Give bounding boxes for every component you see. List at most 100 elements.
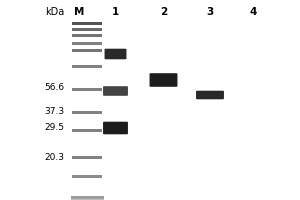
Bar (70, 198, 104, 200)
FancyBboxPatch shape (105, 49, 127, 59)
Bar (70, 198, 104, 200)
Bar (70, 198, 104, 200)
Bar (70, 196, 104, 198)
Bar (70, 198, 104, 200)
Bar (70, 198, 104, 200)
Bar (70, 197, 104, 199)
Bar (72, 88, 102, 91)
FancyBboxPatch shape (150, 73, 178, 87)
Bar (72, 22, 102, 25)
Bar (70, 197, 104, 199)
Bar (70, 197, 104, 199)
Bar (70, 196, 104, 198)
Bar (70, 196, 104, 198)
FancyBboxPatch shape (103, 86, 128, 96)
Bar (70, 198, 104, 200)
Bar (70, 197, 104, 199)
Bar (70, 197, 104, 199)
Bar (70, 197, 104, 199)
Bar (70, 198, 104, 200)
FancyBboxPatch shape (103, 122, 128, 134)
Bar (70, 197, 104, 199)
Bar (72, 175, 102, 178)
Bar (70, 197, 104, 199)
Bar (70, 196, 104, 198)
Text: 56.6: 56.6 (44, 83, 64, 92)
Bar (70, 197, 104, 199)
Bar (72, 28, 102, 31)
Bar (72, 34, 102, 37)
Bar (70, 197, 104, 199)
Bar (70, 198, 104, 200)
Bar (72, 65, 102, 68)
Bar (70, 197, 104, 199)
Bar (70, 197, 104, 199)
Text: 29.5: 29.5 (44, 122, 64, 132)
Bar (70, 197, 104, 199)
Text: 3: 3 (206, 7, 214, 17)
Bar (70, 197, 104, 199)
Bar (70, 198, 104, 200)
Bar (70, 196, 104, 198)
Bar (70, 197, 104, 199)
Bar (70, 197, 104, 199)
Bar (70, 197, 104, 199)
Bar (70, 198, 104, 200)
Bar (70, 197, 104, 199)
Bar (70, 197, 104, 199)
Bar (70, 198, 104, 200)
Bar (70, 196, 104, 198)
Bar (70, 197, 104, 199)
Bar (70, 196, 104, 198)
Bar (70, 196, 104, 198)
Bar (70, 196, 104, 198)
Bar (70, 197, 104, 199)
Bar (72, 129, 102, 132)
Bar (70, 197, 104, 199)
Bar (70, 197, 104, 199)
Bar (70, 197, 104, 199)
Bar (70, 196, 104, 198)
Bar (70, 197, 104, 199)
Bar (70, 198, 104, 200)
Bar (70, 198, 104, 200)
Bar (70, 196, 104, 198)
Bar (70, 196, 104, 198)
Bar (70, 197, 104, 199)
Bar (70, 198, 104, 200)
Text: 20.3: 20.3 (44, 153, 64, 162)
Bar (70, 196, 104, 198)
Bar (70, 198, 104, 200)
Bar (70, 197, 104, 199)
Bar (72, 49, 102, 52)
Bar (70, 196, 104, 198)
Bar (72, 111, 102, 114)
Bar (70, 198, 104, 200)
Bar (70, 196, 104, 198)
Bar (70, 197, 104, 199)
Text: 37.3: 37.3 (44, 107, 64, 116)
Bar (72, 156, 102, 159)
Bar (70, 197, 104, 199)
Bar (70, 196, 104, 198)
Bar (70, 196, 104, 198)
Bar (70, 197, 104, 199)
Text: 2: 2 (160, 7, 167, 17)
Text: 1: 1 (112, 7, 119, 17)
Bar (70, 197, 104, 199)
Bar (70, 198, 104, 200)
Bar (70, 198, 104, 200)
Bar (70, 197, 104, 199)
Bar (70, 197, 104, 199)
Bar (70, 198, 104, 200)
Bar (70, 197, 104, 199)
Bar (70, 197, 104, 199)
Text: M: M (74, 7, 85, 17)
Bar (70, 197, 104, 199)
Bar (70, 196, 104, 198)
Bar (70, 197, 104, 199)
Text: 4: 4 (250, 7, 257, 17)
Bar (70, 197, 104, 199)
Bar (70, 197, 104, 199)
FancyBboxPatch shape (196, 91, 224, 99)
